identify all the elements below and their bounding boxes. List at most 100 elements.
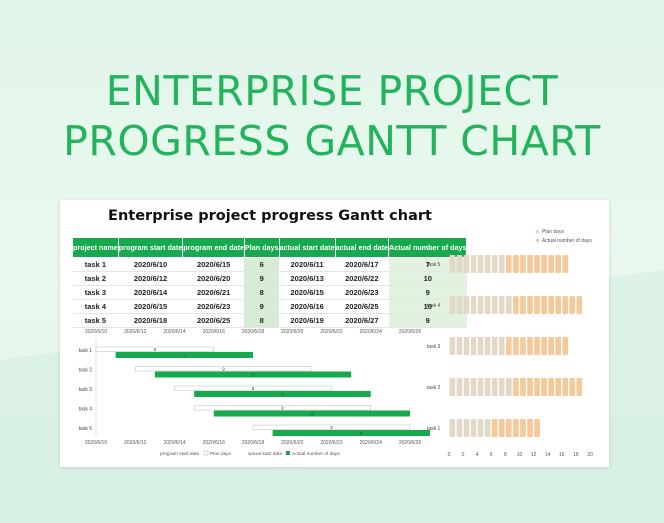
gantt-top-tick-label: 2020/6/18	[242, 329, 264, 335]
plan-day-segment	[456, 419, 463, 437]
col-header-plan-days: Plan days	[243, 237, 280, 258]
hero-title-line2: PROGRESS GANTT CHART	[63, 117, 601, 165]
plan-day-segment	[477, 296, 484, 314]
actual-day-segment	[534, 296, 540, 314]
plan-day-segment	[449, 419, 456, 437]
table-row: task 1 2020/6/10 2020/6/15 6 2020/6/11 2…	[72, 257, 467, 272]
actual-day-segment	[548, 378, 554, 396]
actual-day-segment	[541, 255, 547, 273]
actual-day-segment	[534, 337, 540, 355]
plan-day-segment	[463, 419, 470, 437]
col-header-actual-end: actual end date	[334, 237, 390, 258]
cell-actual-end: 2020/6/17	[335, 257, 389, 272]
plan-bar	[174, 385, 332, 391]
plan-day-segment	[456, 337, 463, 355]
cell-actual-start: 2020/6/19	[279, 313, 336, 328]
actual-bar-label: 7	[183, 353, 186, 358]
plan-day-segment	[484, 337, 491, 355]
stacked-x-tick-label: 18	[573, 452, 579, 458]
cell-task: task 1	[72, 257, 119, 272]
table-row: task 3 2020/6/14 2020/6/21 8 2020/6/15 2…	[72, 285, 467, 300]
actual-day-segment	[576, 378, 583, 396]
actual-day-segment	[506, 419, 512, 437]
stacked-x-tick-label: 20	[587, 452, 593, 458]
stacked-x-tick-label: 16	[559, 452, 565, 458]
gantt-chart: 2020/6/10 2020/6/12 2020/6/14 2020/6/16 2020…	[79, 329, 430, 457]
plan-bar-label: 9	[281, 405, 284, 410]
legend-label-plan: Plan days	[542, 229, 564, 235]
cell-plan-days: 8	[244, 285, 280, 300]
actual-bar-label: 10	[310, 411, 315, 416]
gantt-top-tick-label: 2020/6/24	[360, 329, 382, 335]
actual-day-segment	[555, 337, 561, 355]
actual-day-segment	[520, 378, 526, 396]
gantt-bottom-tick-label: 2020/6/16	[203, 440, 225, 446]
actual-bar	[213, 410, 410, 417]
actual-bar	[154, 371, 352, 378]
cell-program-end: 2020/6/20	[182, 271, 245, 286]
cell-task: task 5	[72, 313, 119, 328]
gantt-top-tick-label: 2020/6/20	[281, 329, 303, 335]
cell-program-start: 2020/6/12	[118, 271, 183, 286]
actual-day-segment	[513, 296, 519, 314]
hero-title: ENTERPRISE PROJECT PROGRESS GANTT CHART	[0, 66, 664, 166]
gantt-bottom-tick-label: 2020/6/26	[399, 440, 421, 446]
cell-plan-days: 6	[244, 257, 280, 272]
gantt-task-label: task 3	[79, 387, 93, 393]
stacked-task-label: task 3	[427, 344, 441, 350]
gantt-task-label: task 4	[79, 407, 93, 413]
plan-day-segment	[463, 255, 470, 273]
plan-day-segment	[477, 419, 484, 437]
plan-day-segment	[456, 378, 463, 396]
plan-day-segment	[491, 378, 498, 396]
actual-day-segment	[548, 255, 554, 273]
actual-day-segment	[562, 378, 569, 396]
actual-day-segment	[562, 337, 569, 355]
cell-program-start: 2020/6/10	[118, 257, 183, 272]
plan-day-segment	[498, 296, 505, 314]
cell-program-start: 2020/6/14	[118, 285, 183, 300]
gantt-top-tick-label: 2020/6/12	[124, 329, 146, 335]
cell-actual-end: 2020/6/23	[335, 285, 389, 300]
plan-day-segment	[470, 378, 477, 396]
actual-bar	[115, 352, 253, 358]
stacked-x-tick-label: 2	[462, 452, 465, 458]
plan-day-segment	[456, 255, 463, 273]
gantt-bottom-tick-label: 2020/6/10	[85, 440, 107, 446]
gantt-top-tick-label: 2020/6/22	[320, 329, 342, 335]
gantt-bottom-tick-label: 2020/6/18	[242, 440, 264, 446]
gantt-top-tick-label: 2020/6/10	[85, 329, 107, 335]
plan-day-segment	[484, 419, 491, 437]
gantt-legend-label: actual start date	[248, 451, 282, 457]
cell-task: task 2	[72, 271, 119, 286]
plan-day-segment	[498, 255, 505, 273]
stacked-x-tick-label: 12	[531, 452, 537, 458]
actual-day-segment	[569, 296, 576, 314]
stacked-x-tick-label: 6	[490, 452, 493, 458]
stacked-task-label: task 2	[427, 385, 441, 391]
cell-actual-days: 10	[388, 299, 467, 314]
plan-day-segment	[506, 296, 512, 314]
actual-bar	[272, 430, 430, 436]
legend-swatch-plan	[536, 230, 539, 233]
stacked-x-tick-label: 4	[476, 452, 479, 458]
cell-program-end: 2020/6/15	[182, 257, 245, 272]
actual-day-segment	[555, 255, 561, 273]
plan-day-segment	[470, 296, 477, 314]
stacked-x-tick-label: 8	[504, 452, 507, 458]
actual-day-segment	[548, 296, 554, 314]
plan-day-segment	[456, 296, 463, 314]
actual-day-segment	[520, 419, 526, 437]
cell-program-end: 2020/6/25	[182, 313, 245, 328]
actual-day-segment	[527, 419, 533, 437]
plan-day-segment	[477, 337, 484, 355]
actual-day-segment	[513, 255, 519, 273]
stacked-task-label: task 4	[427, 303, 441, 309]
actual-day-segment	[513, 378, 519, 396]
gantt-task-label: task 1	[79, 348, 93, 354]
gantt-bottom-tick-label: 2020/6/12	[124, 440, 146, 446]
cell-actual-start: 2020/6/13	[279, 271, 336, 286]
plan-day-segment	[463, 378, 470, 396]
actual-day-segment	[506, 337, 512, 355]
hero-title-line1: ENTERPRISE PROJECT	[105, 67, 559, 115]
